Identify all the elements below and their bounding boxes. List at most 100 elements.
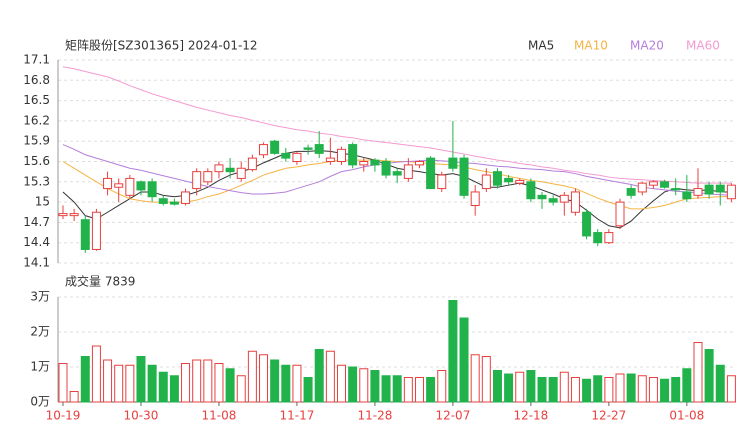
candle-body xyxy=(537,194,547,200)
volume-bar xyxy=(715,364,725,403)
volume-bar xyxy=(292,364,302,403)
candle-body xyxy=(437,174,447,190)
volume-bar xyxy=(559,371,569,403)
candle-body xyxy=(570,191,580,213)
y-tick-label: 17.1 xyxy=(23,53,50,67)
volume-bar xyxy=(414,377,424,403)
volume-bar xyxy=(392,375,402,403)
volume-bar xyxy=(526,370,536,403)
x-tick-label: 12-07 xyxy=(435,409,470,423)
y-tick-label: 15.9 xyxy=(23,134,50,148)
candle-body xyxy=(69,213,79,217)
volume-bar xyxy=(58,363,68,403)
candle-body xyxy=(414,161,424,166)
candle-body xyxy=(671,188,681,191)
volume-bar xyxy=(259,354,269,403)
volume-bar xyxy=(370,370,380,403)
volume-bar xyxy=(548,377,558,403)
candle-body xyxy=(559,194,569,203)
candle-body xyxy=(504,177,514,183)
volume-bar xyxy=(660,378,670,403)
candle-body xyxy=(147,181,157,198)
y-tick-label: 16.8 xyxy=(23,73,50,87)
candle-body xyxy=(236,167,246,179)
volume-bar xyxy=(437,370,447,403)
candle-body xyxy=(80,219,90,250)
x-tick-label: 12-18 xyxy=(513,409,548,423)
y-tick-label: 16.5 xyxy=(23,93,50,107)
volume-bar xyxy=(459,317,469,403)
x-tick-label: 10-19 xyxy=(46,409,81,423)
candle-body xyxy=(158,198,168,204)
volume-tick-label: 0万 xyxy=(30,395,50,409)
y-tick-label: 14.1 xyxy=(23,256,50,270)
volume-tick-label: 1万 xyxy=(30,360,50,374)
volume-bar xyxy=(481,356,491,403)
candle-body xyxy=(225,167,235,173)
candle-body xyxy=(637,182,647,193)
candle-body xyxy=(593,232,603,244)
candle-body xyxy=(103,177,113,190)
volume-bar xyxy=(247,350,257,403)
candle-body xyxy=(136,181,146,191)
candle-body xyxy=(203,171,213,183)
volume-bar xyxy=(448,300,458,403)
candle-body xyxy=(303,147,313,150)
volume-bar xyxy=(671,377,681,403)
candle-body xyxy=(337,148,346,163)
volume-bar xyxy=(192,359,202,403)
candle-body xyxy=(359,161,369,166)
legend-entry: MA5 xyxy=(528,39,554,53)
ma-line xyxy=(62,66,732,184)
y-tick-label: 15 xyxy=(35,195,50,209)
candle-body xyxy=(125,177,135,196)
volume-bar xyxy=(403,377,413,403)
x-tick-label: 11-28 xyxy=(357,409,392,423)
candle-body xyxy=(726,184,736,200)
volume-bar xyxy=(537,377,547,403)
x-tick-label: 11-08 xyxy=(202,409,237,423)
candle-body xyxy=(325,157,335,163)
candle-body xyxy=(91,211,101,250)
y-tick-label: 15.6 xyxy=(23,154,50,168)
candle-body xyxy=(470,191,480,206)
volume-bar xyxy=(504,373,514,403)
volume-bar xyxy=(704,349,714,403)
candle-body xyxy=(481,174,491,190)
volume-bar xyxy=(582,378,592,403)
volume-bar xyxy=(570,377,580,403)
volume-bar xyxy=(80,356,90,403)
candle-body xyxy=(214,164,224,173)
volume-tick-label: 2万 xyxy=(30,325,50,339)
volume-bar xyxy=(693,342,703,403)
volume-bar xyxy=(337,364,346,403)
candle-body xyxy=(114,183,124,188)
candle-body xyxy=(615,201,625,227)
volume-bar xyxy=(69,391,79,403)
candle-body xyxy=(270,140,280,154)
candle-body xyxy=(192,171,202,190)
y-tick-label: 16.2 xyxy=(23,113,50,127)
candle-body xyxy=(292,152,302,163)
volume-bar xyxy=(492,370,502,403)
candle-body xyxy=(281,152,291,159)
volume-bar xyxy=(359,368,369,403)
candle-body xyxy=(381,161,391,176)
candle-body xyxy=(515,179,525,184)
volume-bar xyxy=(203,359,213,403)
volume-bar xyxy=(726,375,736,403)
candle-body xyxy=(682,191,692,200)
volume-bar xyxy=(648,377,658,403)
volume-bar xyxy=(470,354,480,403)
candle-body xyxy=(459,157,469,196)
candle-body xyxy=(403,164,413,179)
chart-title: 矩阵股份[SZ301365] 2024-01-12 xyxy=(65,39,258,53)
volume-bar xyxy=(381,375,391,403)
candle-body xyxy=(492,171,502,186)
volume-bar xyxy=(125,364,135,403)
volume-bar xyxy=(225,368,235,403)
volume-bar xyxy=(103,359,113,403)
volume-bar xyxy=(426,377,436,403)
volume-bar xyxy=(303,377,313,403)
